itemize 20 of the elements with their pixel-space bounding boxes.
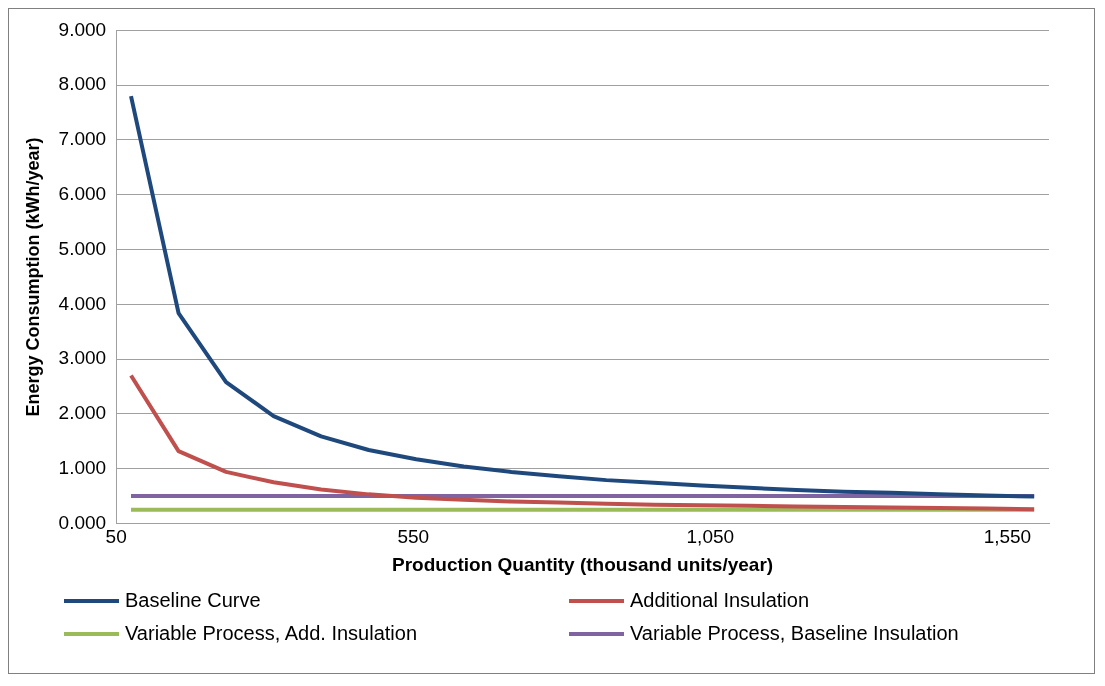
y-tick-label: 5.000 [58,237,107,259]
y-tick-label: 8.000 [58,73,107,95]
legend-label: Baseline Curve [125,589,261,612]
y-tick-label: 7.000 [58,128,107,150]
y-tick-label: 2.000 [58,402,107,424]
legend-label: Variable Process, Baseline Insulation [630,622,959,645]
legend-label: Additional Insulation [630,589,810,612]
legend-label: Variable Process, Add. Insulation [125,622,418,645]
y-tick-label: 3.000 [58,347,107,369]
y-tick-label: 1.000 [58,456,107,478]
y-tick-label: 0.000 [58,511,107,533]
x-tick-label: 1,050 [686,526,735,548]
x-tick-label: 50 [105,526,127,548]
y-axis-title: Energy Consumption (kWh/year) [22,137,43,417]
y-tick-label: 6.000 [58,182,107,204]
x-tick-label: 1,550 [983,526,1032,548]
y-tick-label: 4.000 [58,292,107,314]
y-tick-label: 9.000 [58,18,107,40]
x-tick-label: 550 [397,526,430,548]
x-axis-title: Production Quantity (thousand units/year) [392,553,774,575]
